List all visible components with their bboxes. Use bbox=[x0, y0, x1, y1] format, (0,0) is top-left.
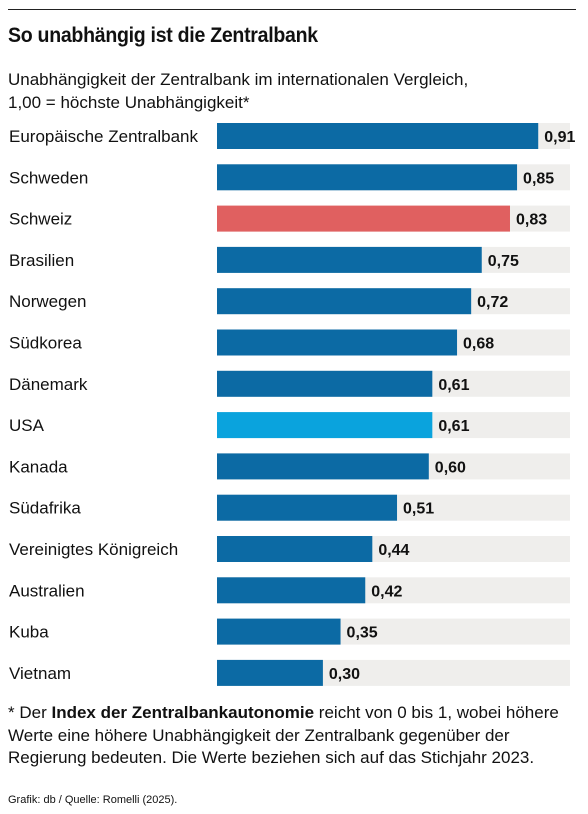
footnote-suffix: reicht von 0 bis 1, wobei höhere Werte e… bbox=[8, 703, 559, 767]
value-label: 0,91 bbox=[544, 129, 575, 146]
value-label: 0,85 bbox=[523, 170, 554, 187]
category-label: Brasilien bbox=[9, 251, 74, 270]
bar bbox=[217, 453, 429, 480]
value-label: 0,51 bbox=[403, 501, 434, 518]
value-label: 0,68 bbox=[463, 336, 494, 353]
value-label: 0,30 bbox=[329, 666, 360, 683]
footnote-index-name: Index der Zentralbankautonomie bbox=[51, 703, 315, 722]
value-label: 0,44 bbox=[378, 542, 409, 559]
bar bbox=[217, 659, 323, 686]
category-label: Südafrika bbox=[9, 499, 81, 518]
category-label: Norwegen bbox=[9, 292, 87, 311]
value-label: 0,72 bbox=[477, 294, 508, 311]
value-label: 0,61 bbox=[438, 418, 469, 435]
source-credit: Grafik: db / Quelle: Romelli (2025). bbox=[8, 794, 178, 806]
subtitle-line-2: 1,00 = höchste Unabhängigkeit* bbox=[8, 93, 250, 112]
bar bbox=[217, 370, 433, 397]
category-label: Dänemark bbox=[9, 375, 88, 394]
category-label: Südkorea bbox=[9, 334, 82, 353]
value-label: 0,61 bbox=[438, 377, 469, 394]
bar bbox=[217, 164, 518, 191]
chart-subtitle: Unabhängigkeit der Zentralbank im intern… bbox=[8, 68, 576, 114]
top-rule bbox=[8, 9, 576, 10]
value-label: 0,60 bbox=[435, 459, 466, 476]
bar bbox=[217, 329, 458, 356]
value-label: 0,42 bbox=[371, 583, 402, 600]
category-label: Vereinigtes Königreich bbox=[9, 540, 178, 559]
bar bbox=[217, 618, 341, 645]
value-label: 0,83 bbox=[516, 212, 547, 229]
value-label: 0,75 bbox=[488, 253, 519, 270]
category-label: Kuba bbox=[9, 623, 49, 642]
subtitle-line-1: Unabhängigkeit der Zentralbank im intern… bbox=[8, 70, 469, 89]
category-label: Schweiz bbox=[9, 210, 72, 229]
category-label: Vietnam bbox=[9, 664, 71, 683]
footnote: * Der Index der Zentralbankautonomie rei… bbox=[8, 702, 576, 770]
bar bbox=[217, 494, 398, 521]
category-label: Schweden bbox=[9, 168, 88, 187]
bar bbox=[217, 536, 373, 562]
bar bbox=[217, 577, 366, 604]
bar bbox=[217, 123, 539, 149]
value-label: 0,35 bbox=[347, 625, 378, 642]
bar bbox=[217, 205, 510, 232]
bar bbox=[217, 246, 482, 273]
category-label: Europäische Zentralbank bbox=[9, 127, 199, 146]
bar bbox=[217, 288, 472, 315]
chart-title: So unabhängig ist die Zentralbank bbox=[8, 24, 318, 47]
category-label: USA bbox=[9, 416, 45, 435]
category-label: Australien bbox=[9, 581, 85, 600]
footnote-prefix: * Der bbox=[8, 703, 52, 722]
bar bbox=[217, 412, 433, 439]
category-label: Kanada bbox=[9, 457, 68, 476]
bar-chart: Europäische Zentralbank 0,91 Schweden 0,85 S… bbox=[9, 123, 575, 686]
